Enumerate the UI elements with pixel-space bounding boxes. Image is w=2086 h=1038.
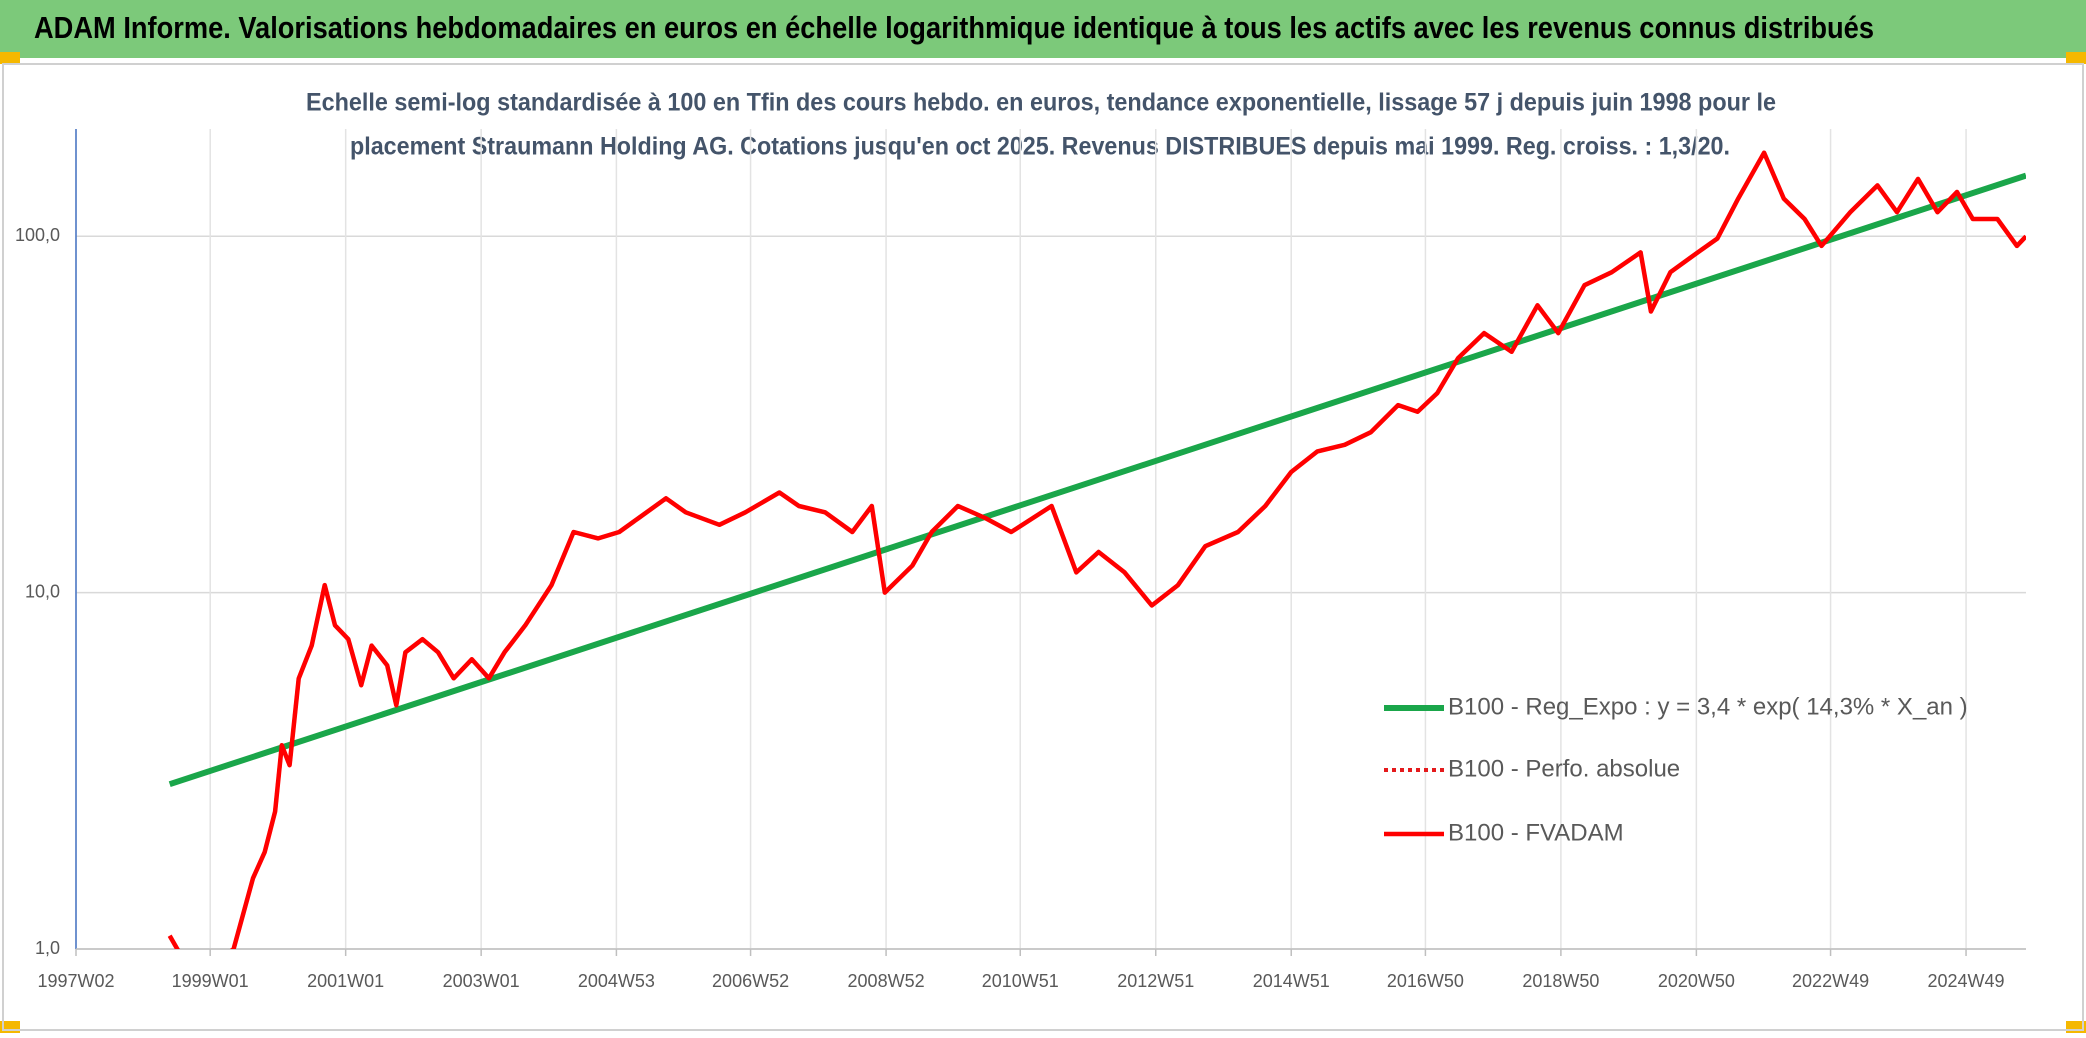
y-tick-label: 1,0	[35, 938, 60, 958]
y-tick-label: 10,0	[25, 581, 60, 601]
x-tick-label: 2012W51	[1117, 971, 1194, 991]
x-tick-label: 2024W49	[1928, 971, 2005, 991]
title-bar	[0, 0, 2086, 58]
chart-subtitle: placement Straumann Holding AG. Cotation…	[350, 133, 1730, 161]
x-tick-label: 2020W50	[1658, 971, 1735, 991]
legend-label: B100 - Perfo. absolue	[1448, 755, 1680, 782]
x-tick-label: 2010W51	[982, 971, 1059, 991]
x-tick-label: 1999W01	[172, 971, 249, 991]
chart-title: ADAM Informe. Valorisations hebdomadaire…	[34, 10, 1874, 45]
x-tick-label: 2008W52	[848, 971, 925, 991]
y-tick-label: 100,0	[15, 225, 60, 245]
x-tick-label: 2004W53	[578, 971, 655, 991]
x-tick-label: 2022W49	[1792, 971, 1869, 991]
chart-frame	[2, 63, 2084, 1031]
x-tick-label: 1997W02	[37, 971, 114, 991]
x-tick-label: 2016W50	[1387, 971, 1464, 991]
legend-label: B100 - Reg_Expo : y = 3,4 * exp( 14,3% *…	[1448, 693, 1968, 720]
x-tick-label: 2014W51	[1253, 971, 1330, 991]
x-tick-label: 2001W01	[307, 971, 384, 991]
corner-mark	[0, 52, 20, 64]
plot-area	[167, 150, 2026, 949]
series-line	[168, 172, 2026, 788]
legend-label: B100 - FVADAM	[1448, 819, 1624, 846]
x-tick-label: 2003W01	[443, 971, 520, 991]
chart-subtitle: Echelle semi-log standardisée à 100 en T…	[306, 89, 1776, 117]
corner-mark	[2066, 52, 2086, 64]
x-tick-label: 2018W50	[1522, 971, 1599, 991]
x-tick-label: 2006W52	[712, 971, 789, 991]
series-line	[167, 150, 2026, 949]
